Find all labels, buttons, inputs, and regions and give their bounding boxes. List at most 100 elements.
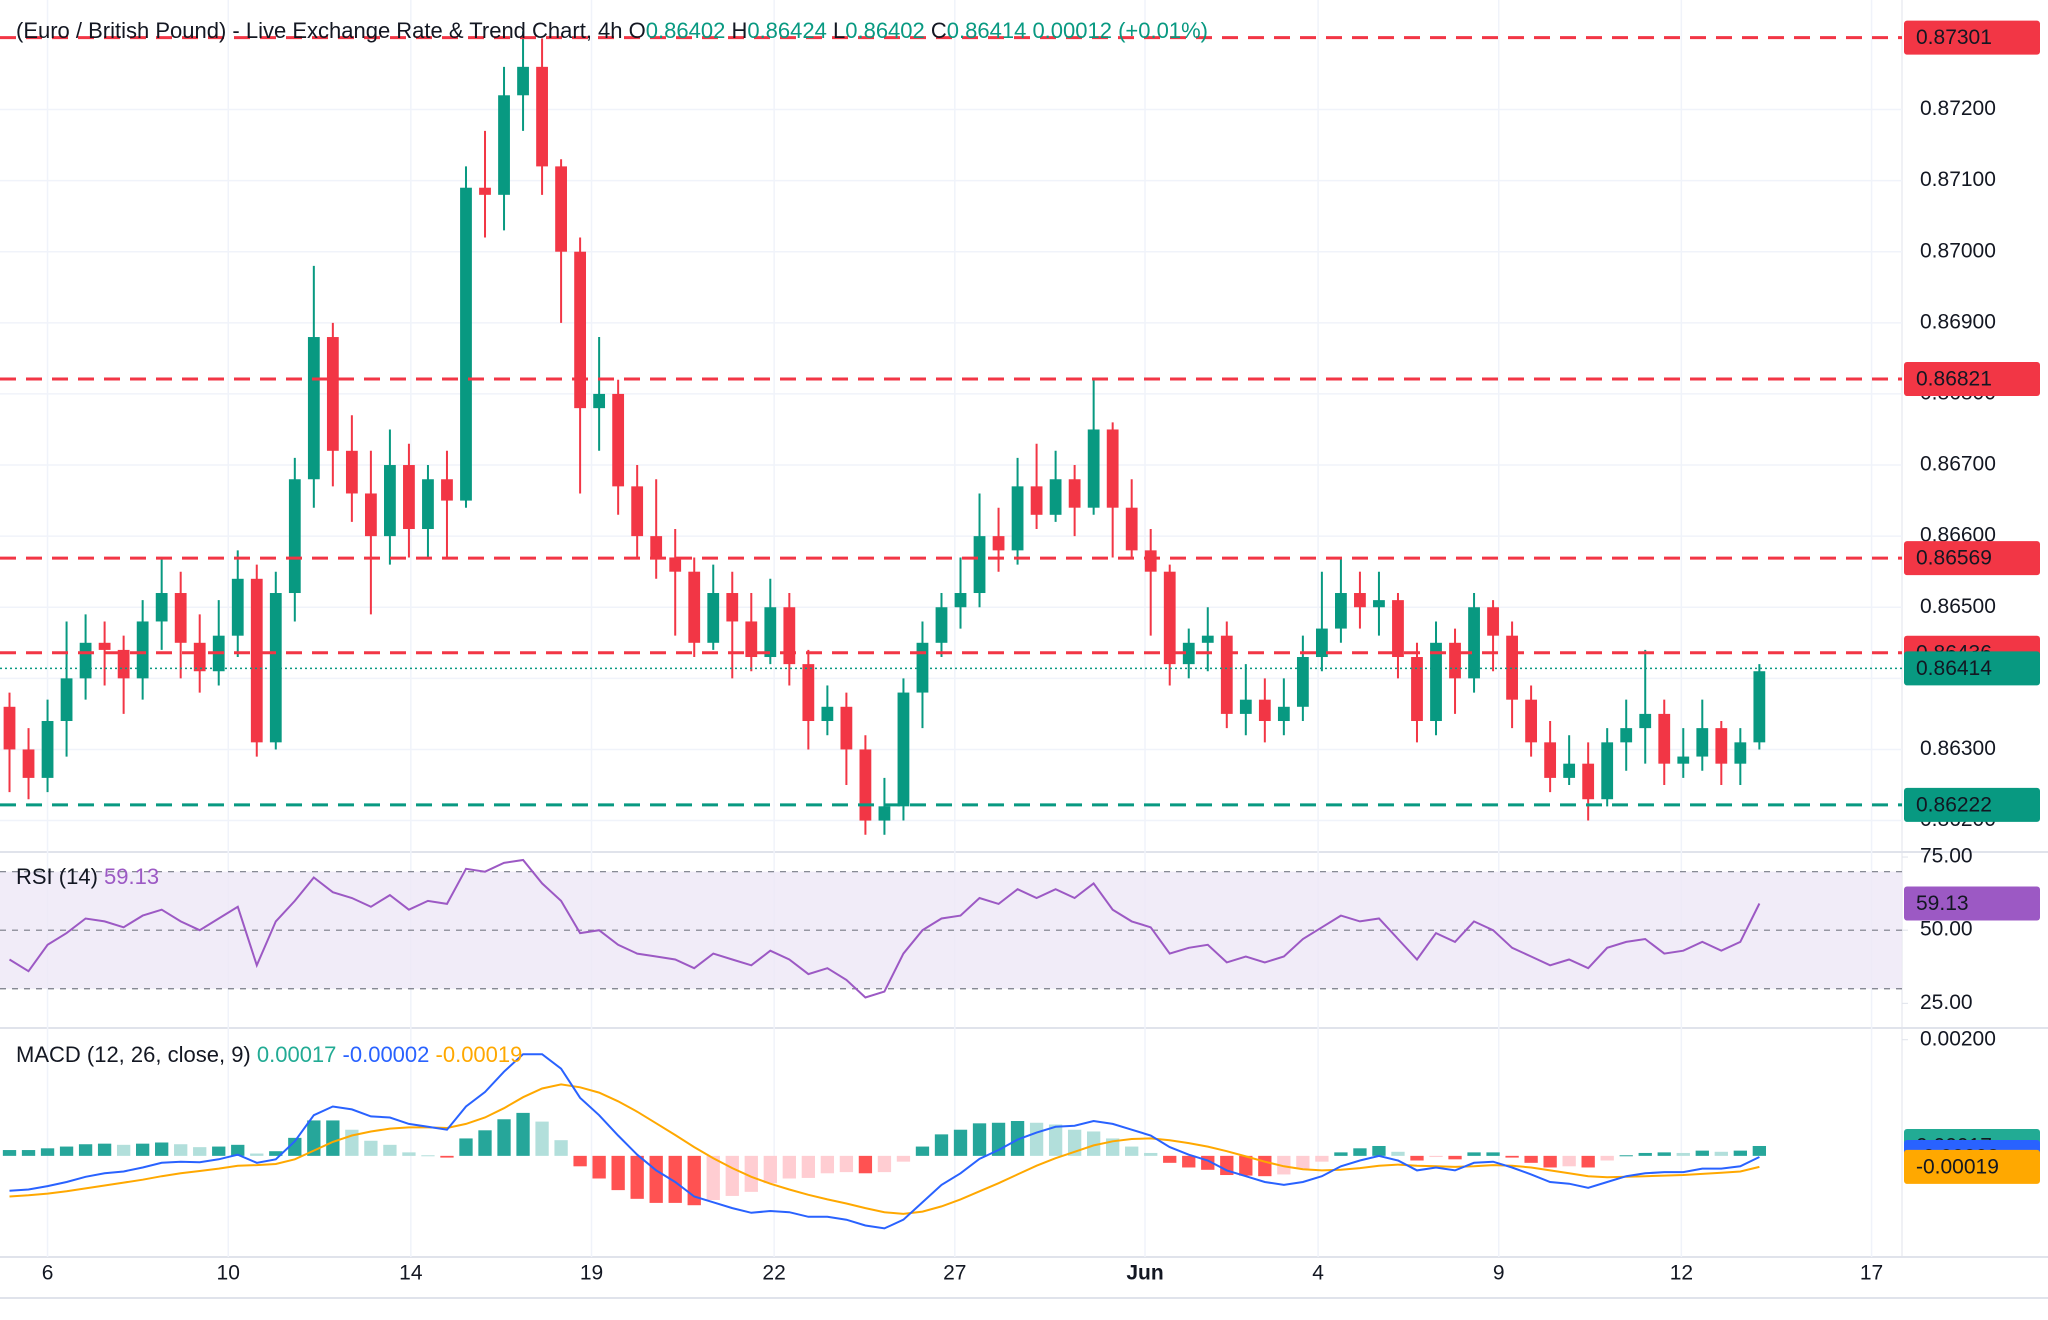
- x-tick-label: 4: [1312, 1262, 1324, 1285]
- level-label-bg: [1904, 20, 2040, 55]
- macd-histogram-value: 0.00017: [256, 1042, 337, 1067]
- histogram-bar: [1714, 1151, 1728, 1156]
- candle-body: [231, 578, 244, 636]
- candle-body: [859, 749, 872, 821]
- histogram-bar: [1163, 1155, 1177, 1163]
- candle-body: [1544, 742, 1557, 778]
- histogram-bar: [326, 1120, 340, 1156]
- candle-body: [1373, 600, 1385, 608]
- candle-body: [1753, 671, 1766, 743]
- candle-body: [384, 465, 396, 537]
- rsi-last-value: 59.13: [1916, 892, 1969, 915]
- candle-body: [726, 593, 739, 622]
- x-tick-label: 6: [42, 1262, 54, 1285]
- candle-body: [1144, 550, 1157, 572]
- chart-title: (Euro / British Pound) - Live Exchange R…: [16, 18, 623, 43]
- histogram-bar: [972, 1123, 987, 1156]
- histogram-bar: [1086, 1131, 1101, 1156]
- histogram-bar: [1391, 1151, 1405, 1156]
- y-tick-label: 75.00: [1920, 845, 1973, 868]
- histogram-bar: [1448, 1155, 1462, 1160]
- macd-title: MACD (12, 26, close, 9): [16, 1042, 251, 1067]
- histogram-bar: [1182, 1155, 1196, 1168]
- candle-body: [1220, 635, 1233, 714]
- histogram-bar: [744, 1155, 758, 1192]
- level-label: 0.86821: [1916, 368, 1992, 391]
- candle-body: [593, 393, 606, 409]
- candle-body: [1601, 742, 1614, 800]
- ohlc-value: 0.86414: [946, 18, 1027, 43]
- histogram-bar: [383, 1144, 397, 1156]
- candle-body: [250, 578, 263, 743]
- candle-body: [631, 486, 644, 537]
- candle-body: [1487, 607, 1499, 636]
- level-label: 0.86569: [1916, 547, 1992, 570]
- histogram-bar: [1315, 1155, 1329, 1162]
- candle-body: [1563, 763, 1576, 778]
- histogram-bar: [250, 1153, 264, 1156]
- histogram-bar: [1486, 1152, 1500, 1156]
- candle-body: [403, 465, 415, 530]
- histogram-bar: [212, 1146, 226, 1156]
- histogram-bar: [1657, 1152, 1671, 1156]
- x-tick-label: 19: [580, 1262, 603, 1285]
- histogram-bar: [858, 1155, 873, 1174]
- histogram-bar: [649, 1155, 663, 1203]
- candle-body: [1163, 571, 1176, 665]
- candle-body: [60, 678, 73, 722]
- candle-body: [479, 187, 491, 195]
- macd-value: -0.00002: [342, 1042, 430, 1067]
- candle-body: [1715, 728, 1728, 764]
- candle-body: [1201, 635, 1214, 643]
- histogram-bar: [1752, 1145, 1767, 1156]
- signal-line: [9, 1083, 1760, 1215]
- level-label: 0.86414: [1916, 657, 1992, 680]
- candle-body: [136, 621, 149, 679]
- candle-body: [1506, 635, 1518, 700]
- histogram-bar: [307, 1120, 321, 1156]
- histogram-bar: [1467, 1152, 1481, 1156]
- candle-body: [821, 706, 834, 722]
- ohlc-label: L: [832, 18, 846, 43]
- histogram-bar: [516, 1112, 530, 1156]
- candle-body: [650, 536, 663, 558]
- x-tick-label: 17: [1860, 1262, 1883, 1285]
- candle-body: [1696, 728, 1709, 757]
- candle-body: [1658, 713, 1671, 764]
- candle-body: [1106, 429, 1119, 508]
- candle-body: [1639, 713, 1652, 729]
- candle-body: [460, 187, 472, 501]
- ohlc-label: O: [628, 18, 646, 43]
- candle-body: [326, 337, 339, 451]
- candle-body: [193, 642, 206, 672]
- candle-body: [1030, 486, 1043, 515]
- candle-body: [98, 642, 111, 650]
- candle-body: [1239, 699, 1252, 714]
- histogram-bar: [1543, 1155, 1557, 1168]
- histogram-bar: [782, 1155, 796, 1179]
- candle-body: [1011, 486, 1024, 551]
- histogram-bar: [1505, 1155, 1519, 1158]
- candle-body: [973, 536, 986, 594]
- histogram-bar: [1353, 1148, 1367, 1156]
- candle-body: [41, 721, 54, 778]
- histogram-bar: [1067, 1129, 1082, 1156]
- histogram-bar: [535, 1121, 549, 1156]
- candle-body: [1734, 742, 1747, 764]
- signal-value: -0.00019: [435, 1042, 523, 1067]
- histogram-bar: [364, 1140, 378, 1156]
- candle-body: [1411, 657, 1423, 722]
- candle-body: [22, 749, 35, 778]
- histogram-bar: [1429, 1155, 1443, 1158]
- candle-body: [1315, 628, 1328, 658]
- candle-body: [1392, 600, 1404, 658]
- candle-body: [1468, 607, 1480, 679]
- candle-body: [1430, 642, 1442, 722]
- level-label: 0.87301: [1916, 26, 1992, 49]
- main-header: (Euro / British Pound) - Live Exchange R…: [16, 18, 1208, 44]
- histogram-bar: [231, 1144, 245, 1156]
- histogram-bar: [1277, 1155, 1291, 1175]
- histogram-bar: [174, 1144, 188, 1156]
- level-label-bg: [1904, 541, 2040, 576]
